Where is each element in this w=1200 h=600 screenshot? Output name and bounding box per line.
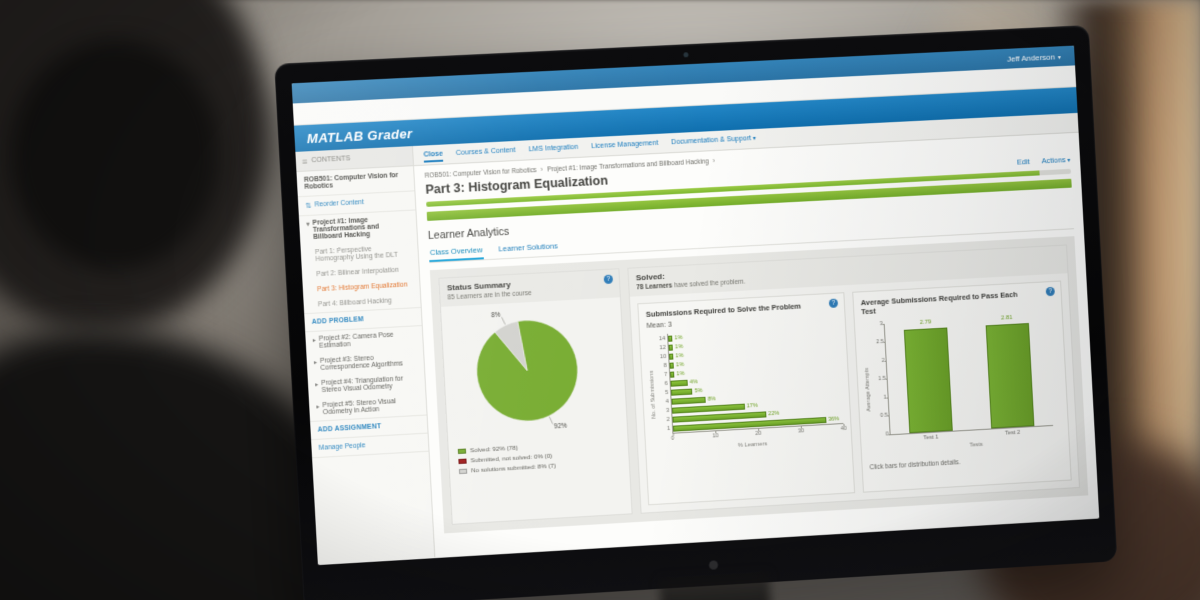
svg-text:8%: 8% <box>491 311 501 319</box>
nav-courses-content[interactable]: Courses & Content <box>455 146 516 157</box>
app-brand: MATLAB Grader <box>306 125 413 146</box>
analytics-area: Status Summary 85 Learners are in the co… <box>429 236 1089 534</box>
nav-documentation-support[interactable]: Documentation & Support <box>671 135 756 146</box>
average-card-title: Average Submissions Required to Pass Eac… <box>860 289 1018 317</box>
chevron-right-icon: ▸ <box>315 382 319 389</box>
chevron-down-icon: ▾ <box>306 221 310 229</box>
webcam-dot <box>683 52 689 58</box>
menu-icon <box>302 156 308 166</box>
bar-test-2[interactable]: 2.81 <box>985 314 1035 429</box>
reorder-icon <box>305 202 311 210</box>
chevron-right-icon: › <box>712 158 716 166</box>
monitor: Jeff Anderson▾ MATLAB Grader CONTENTS Cl… <box>274 25 1118 600</box>
svg-text:92%: 92% <box>554 423 567 431</box>
legend-swatch-gray <box>458 468 468 475</box>
nav-license-management[interactable]: License Management <box>591 139 659 151</box>
contents-sidebar: ROB501: Computer Vision for Robotics Reo… <box>296 166 436 565</box>
legend-swatch-green <box>457 448 467 455</box>
user-menu[interactable]: Jeff Anderson ▾ <box>1006 51 1062 64</box>
main-content: ROB501: Computer Vision for Robotics › P… <box>414 132 1100 558</box>
chevron-right-icon: ▸ <box>313 360 318 367</box>
monitor-logo <box>708 560 719 570</box>
average-bar-chart[interactable]: Average Attempts 0 0.5 1 1.5 2 2.5 3 2.79 2.81 T… <box>862 314 1062 454</box>
actions-menu-button[interactable]: Actions <box>1041 155 1070 165</box>
legend-swatch-red <box>458 458 467 465</box>
submissions-histogram[interactable]: No. of Submissions 14 1% 12 1% 10 1% 8 1% 7 1% 6 4%… <box>647 324 847 454</box>
solved-panel: Solved: 78 Learners have solved the prob… <box>627 244 1081 514</box>
chevron-down-icon: ▾ <box>1057 54 1062 61</box>
help-icon[interactable] <box>828 298 839 308</box>
barchart-footnote: Click bars for distribution details. <box>869 458 961 471</box>
tab-learner-solutions[interactable]: Learner Solutions <box>498 241 558 254</box>
status-summary-panel: Status Summary 85 Learners are in the co… <box>438 268 633 525</box>
chevron-right-icon: ▸ <box>312 337 317 345</box>
chevron-right-icon: ▸ <box>316 404 320 411</box>
headphones <box>10 40 220 270</box>
help-icon[interactable] <box>1045 286 1055 297</box>
edit-button[interactable]: Edit <box>1016 157 1030 167</box>
status-pie-chart[interactable]: 92% 8% <box>449 302 619 443</box>
average-submissions-card: Average Submissions Required to Pass Eac… <box>852 280 1072 493</box>
bar-test-1[interactable]: 2.79 <box>904 320 954 433</box>
screen: Jeff Anderson▾ MATLAB Grader CONTENTS Cl… <box>291 45 1100 566</box>
contents-label: CONTENTS <box>311 155 351 165</box>
submissions-histogram-card: Submissions Required to Solve the Proble… <box>637 292 856 506</box>
nav-lms-integration[interactable]: LMS Integration <box>528 143 579 154</box>
close-contents-link[interactable]: Close <box>423 146 444 163</box>
monitor-stand <box>659 572 772 600</box>
tab-class-overview[interactable]: Class Overview <box>428 245 484 263</box>
chevron-right-icon: › <box>540 166 544 174</box>
